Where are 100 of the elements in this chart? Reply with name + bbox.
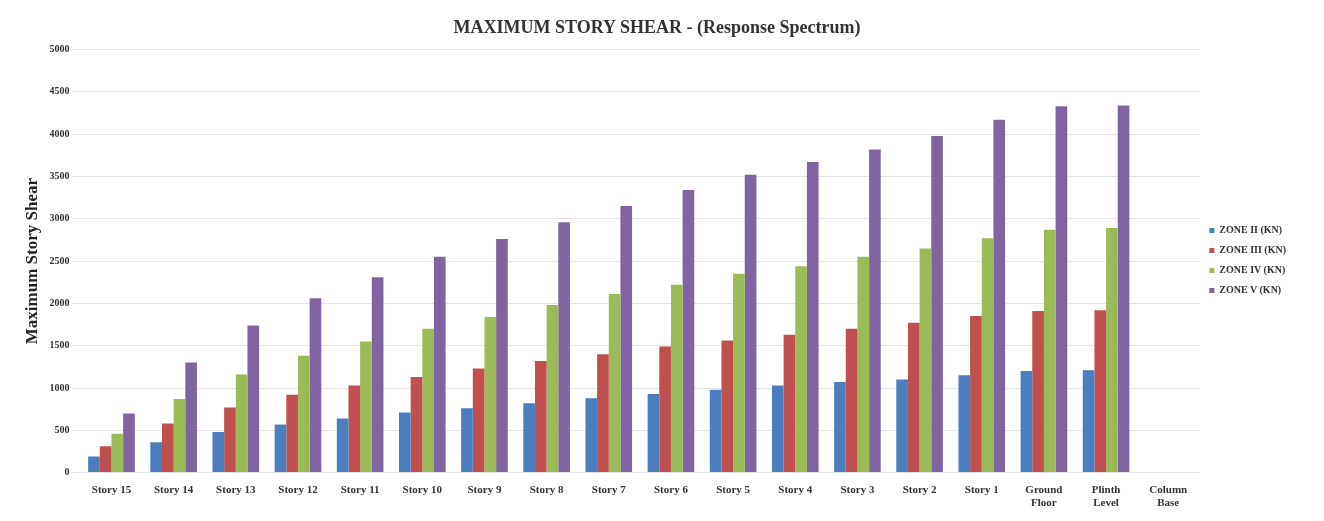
x-tick-label: Story 11: [340, 483, 380, 496]
x-tick-label: Plinth Level: [1091, 483, 1121, 509]
bar: [970, 316, 982, 473]
bar: [461, 408, 473, 473]
bar: [422, 328, 434, 473]
bar: [585, 398, 598, 473]
bar: [496, 239, 508, 473]
bar: [795, 266, 807, 473]
bar: [1082, 370, 1095, 473]
bar: [484, 316, 497, 473]
bar: [744, 174, 757, 473]
bar: [173, 399, 186, 473]
bar: [647, 393, 660, 473]
bar: [398, 412, 411, 473]
bar: [771, 385, 784, 473]
bar: [558, 222, 570, 473]
bar: [783, 334, 796, 473]
bar: [659, 346, 671, 473]
y-tick-label: 2500: [49, 254, 70, 266]
bar: [235, 374, 248, 473]
bar: [709, 389, 722, 473]
x-tick-label: Story 15: [91, 483, 132, 496]
bar: [670, 284, 683, 473]
x-tick-label: Story 12: [278, 483, 319, 496]
x-tick-label: Story 13: [216, 483, 257, 496]
bar: [88, 456, 100, 473]
bar: [348, 385, 361, 473]
bar: [597, 354, 609, 473]
x-tick-label: Story 8: [529, 483, 565, 496]
y-tick-label: 3000: [49, 212, 70, 224]
bar: [993, 119, 1006, 473]
y-tick-label: 4000: [49, 127, 70, 139]
bar: [620, 206, 633, 473]
x-tick-label: Story 2: [902, 483, 938, 496]
y-axis-title: Maximum Story Shear: [21, 177, 41, 345]
bar: [185, 362, 197, 473]
bar: [99, 446, 112, 473]
legend-label: ZONE IV (KN): [1219, 264, 1286, 277]
x-tick-label: Story 6: [653, 483, 689, 496]
bar: [869, 149, 881, 473]
y-tick-label: 5000: [49, 43, 70, 55]
bar: [834, 382, 846, 473]
bar: [336, 418, 349, 473]
bar: [733, 273, 745, 473]
bar: [1043, 229, 1056, 473]
bar: [546, 305, 559, 473]
bar: [161, 423, 174, 473]
x-tick-label: Story 10: [402, 483, 443, 496]
y-tick-label: 500: [54, 423, 70, 435]
bar: [857, 256, 870, 473]
bar: [286, 394, 298, 473]
bar: [958, 375, 971, 473]
legend-label: ZONE II (KN): [1219, 224, 1283, 237]
bar: [247, 325, 260, 473]
bar: [150, 442, 162, 473]
bar: [721, 340, 734, 473]
bar: [1055, 106, 1068, 473]
bar: [224, 407, 236, 473]
y-tick-label: 2000: [49, 296, 70, 308]
y-tick-label: 1500: [49, 339, 70, 351]
x-tick-label: Column Base: [1149, 483, 1188, 509]
y-tick-label: 1000: [49, 381, 70, 393]
bar: [123, 413, 135, 473]
bar: [845, 328, 858, 473]
bar: [1094, 310, 1107, 473]
y-tick-label: 3500: [49, 170, 70, 182]
bar: [896, 379, 908, 473]
bar: [1020, 371, 1033, 473]
bar: [1032, 311, 1044, 473]
x-tick-label: Story 5: [716, 483, 751, 496]
x-tick-label: Story 7: [591, 483, 627, 496]
y-tick-label: 0: [64, 466, 70, 478]
bar: [534, 360, 547, 473]
bar: [472, 368, 485, 473]
bar: [523, 403, 535, 473]
x-tick-label: Story 3: [840, 483, 875, 496]
x-tick-label: Story 9: [467, 483, 502, 496]
bar: [111, 433, 124, 473]
bar: [1106, 228, 1118, 473]
bar: [608, 294, 621, 473]
bar: [907, 322, 920, 473]
bar: [931, 135, 943, 473]
legend-label: ZONE V (KN): [1219, 284, 1282, 297]
bar: [433, 256, 446, 473]
bar: [360, 341, 372, 473]
bar: [274, 424, 287, 473]
x-tick-label: Story 1: [964, 483, 999, 496]
bar: [212, 431, 225, 473]
chart-title: MAXIMUM STORY SHEAR - (Response Spectrum): [453, 17, 861, 39]
x-tick-label: Ground Floor: [1025, 483, 1063, 509]
bar: [297, 355, 310, 473]
bar: [682, 190, 695, 473]
x-tick-label: Story 4: [778, 483, 813, 496]
bar: [410, 377, 423, 473]
bar: [1117, 105, 1130, 473]
y-tick-label: 4500: [49, 85, 70, 97]
bar: [309, 298, 322, 473]
x-tick-label: Story 14: [153, 483, 194, 496]
bar: [806, 162, 819, 473]
legend-label: ZONE III (KN): [1219, 244, 1287, 257]
